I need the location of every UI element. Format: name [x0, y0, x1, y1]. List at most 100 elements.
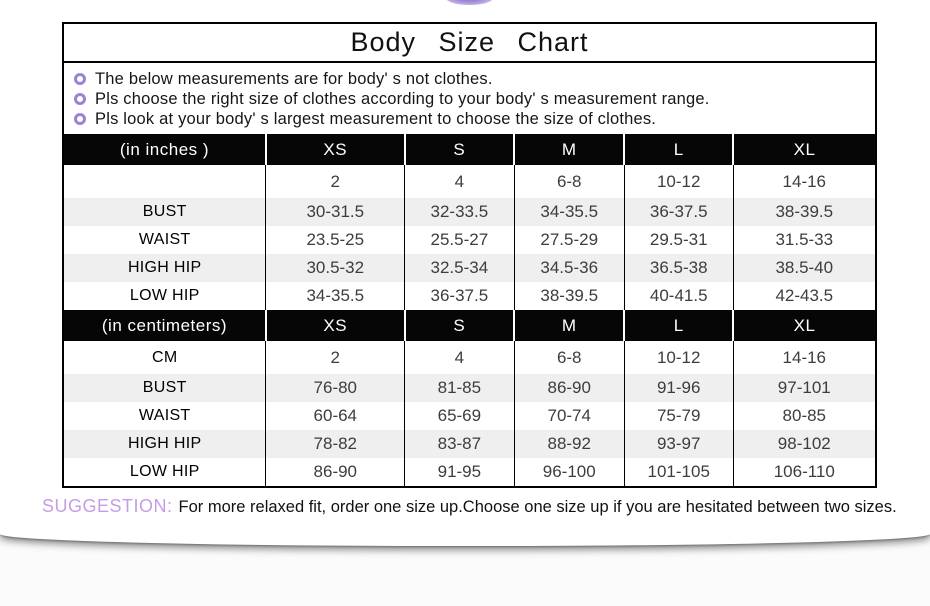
inches-value-cell: 2: [265, 165, 405, 198]
cm-row-label-cell: WAIST: [138, 407, 191, 424]
bullet-ring-icon: [74, 93, 86, 105]
cm-value-cell: 10-12: [623, 341, 734, 374]
cm-row-label-cell: HIGH HIP: [127, 435, 202, 452]
inches-value-cell: 36-37.5: [404, 282, 515, 310]
cm-value-cell: 91-96: [623, 374, 734, 402]
inches-unit-header: (in inches ): [64, 134, 266, 165]
inches-size-header-s: S: [403, 134, 515, 165]
inches-size-header-m: M: [513, 134, 625, 165]
title-bar: Body Size Chart: [64, 24, 875, 63]
inches-row-label-cell: BUST: [142, 203, 187, 220]
logo-fragment: [446, 0, 493, 5]
note-item: Pls choose the right size of clothes acc…: [72, 89, 867, 109]
inches-value-cell: 36-37.5: [623, 198, 734, 226]
cm-value-cell: 60-64: [265, 402, 405, 430]
inches-value-cell: 10-12: [623, 165, 734, 198]
suggestion-line: SUGGESTION: For more relaxed fit, order o…: [42, 496, 897, 517]
cm-value-cell: 4: [404, 341, 515, 374]
cm-header-row: (in centimeters) XS S M L XL: [64, 310, 875, 341]
bullet-ring-icon: [74, 113, 86, 125]
cm-size-header-l: L: [623, 310, 734, 341]
cm-value-cell: 2: [265, 341, 405, 374]
cm-value-cell: 81-85: [404, 374, 515, 402]
inches-value-cell: 14-16: [732, 165, 875, 198]
inches-value-cell: 27.5-29: [513, 226, 625, 254]
inches-table-row: BUST 30-31.5 32-33.5 34-35.5 36-37.5 38-39.5: [64, 198, 875, 226]
cm-value-cell: 93-97: [623, 430, 734, 458]
note-text: The below measurements are for body' s n…: [95, 69, 493, 88]
cm-value-cell: 86-90: [265, 458, 405, 486]
inches-value-cell: 6-8: [513, 165, 625, 198]
inches-value-cell: 38-39.5: [732, 198, 875, 226]
chart-frame: Body Size Chart The below measurements a…: [62, 22, 877, 488]
inches-value-cell: 31.5-33: [732, 226, 875, 254]
inches-value-cell: 30.5-32: [265, 254, 405, 282]
inches-value-cell: 32.5-34: [404, 254, 515, 282]
cm-row-label-cell: BUST: [142, 379, 187, 396]
cm-value-cell: 80-85: [732, 402, 875, 430]
inches-value-cell: 32-33.5: [404, 198, 515, 226]
note-item: Pls look at your body' s largest measure…: [72, 109, 867, 129]
cm-size-header-xs: XS: [264, 310, 405, 341]
cm-value-cell: 83-87: [404, 430, 515, 458]
inches-row-label-cell: HIGH HIP: [127, 259, 202, 276]
cm-table-row: LOW HIP 86-90 91-95 96-100 101-105 106-110: [64, 458, 875, 486]
cm-value-cell: 76-80: [265, 374, 405, 402]
inches-row-label-cell: [64, 165, 266, 198]
inches-table-row: WAIST 23.5-25 25.5-27 27.5-29 29.5-31 31.5-33: [64, 226, 875, 254]
bullet-ring-icon: [74, 73, 86, 85]
cm-table-row: CM 2 4 6-8 10-12 14-16: [64, 341, 875, 374]
inches-value-cell: 23.5-25: [265, 226, 405, 254]
suggestion-text: For more relaxed fit, order one size up.…: [178, 498, 897, 516]
inches-value-cell: 36.5-38: [623, 254, 734, 282]
cm-value-cell: 101-105: [623, 458, 734, 486]
cm-table-row: HIGH HIP 78-82 83-87 88-92 93-97 98-102: [64, 430, 875, 458]
cm-value-cell: 70-74: [513, 402, 625, 430]
inches-value-cell: 42-43.5: [732, 282, 875, 310]
inches-row-label-cell: LOW HIP: [129, 287, 200, 304]
cm-row-label-cell: LOW HIP: [129, 463, 200, 480]
inches-table-row: HIGH HIP 30.5-32 32.5-34 34.5-36 36.5-38 38.5…: [64, 254, 875, 282]
cm-value-cell: 96-100: [513, 458, 625, 486]
cm-value-cell: 86-90: [513, 374, 625, 402]
inches-table-row: 2 4 6-8 10-12 14-16: [64, 165, 875, 198]
cm-size-header-xl: XL: [732, 310, 875, 341]
inches-value-cell: 25.5-27: [404, 226, 515, 254]
cm-table-row: BUST 76-80 81-85 86-90 91-96 97-101: [64, 374, 875, 402]
notes-list: The below measurements are for body' s n…: [64, 63, 875, 134]
inches-value-cell: 40-41.5: [623, 282, 734, 310]
cm-value-cell: 88-92: [513, 430, 625, 458]
cm-value-cell: 75-79: [623, 402, 734, 430]
cm-table-row: WAIST 60-64 65-69 70-74 75-79 80-85: [64, 402, 875, 430]
inches-value-cell: 30-31.5: [265, 198, 405, 226]
inches-header-row: (in inches ) XS S M L XL: [64, 134, 875, 165]
cm-value-cell: 14-16: [732, 341, 875, 374]
inches-value-cell: 38.5-40: [732, 254, 875, 282]
cm-size-header-m: M: [513, 310, 625, 341]
chart-card: Body Size Chart The below measurements a…: [42, 22, 897, 517]
body-size-table: (in inches ) XS S M L XL 2 4 6-8 10-12 14-16 BUST 30…: [64, 134, 875, 486]
cm-value-cell: 97-101: [732, 374, 875, 402]
cm-size-header-s: S: [403, 310, 515, 341]
inches-size-header-xl: XL: [732, 134, 875, 165]
note-text: Pls look at your body' s largest measure…: [95, 109, 657, 128]
cm-row-label-cell: CM: [151, 348, 178, 366]
inches-value-cell: 34.5-36: [513, 254, 625, 282]
cm-value-cell: 78-82: [265, 430, 405, 458]
cm-value-cell: 98-102: [732, 430, 875, 458]
cm-unit-header: (in centimeters): [64, 310, 266, 341]
note-item: The below measurements are for body' s n…: [72, 69, 867, 89]
inches-value-cell: 4: [404, 165, 515, 198]
note-text: Pls choose the right size of clothes acc…: [95, 89, 710, 108]
suggestion-label: SUGGESTION:: [42, 496, 173, 516]
inches-value-cell: 34-35.5: [513, 198, 625, 226]
inches-size-header-xs: XS: [264, 134, 405, 165]
inches-size-header-l: L: [623, 134, 734, 165]
cm-value-cell: 6-8: [513, 341, 625, 374]
inches-value-cell: 38-39.5: [513, 282, 625, 310]
inches-value-cell: 29.5-31: [623, 226, 734, 254]
cm-value-cell: 91-95: [404, 458, 515, 486]
inches-table-row: LOW HIP 34-35.5 36-37.5 38-39.5 40-41.5 42-43…: [64, 282, 875, 310]
cm-value-cell: 106-110: [732, 458, 875, 486]
